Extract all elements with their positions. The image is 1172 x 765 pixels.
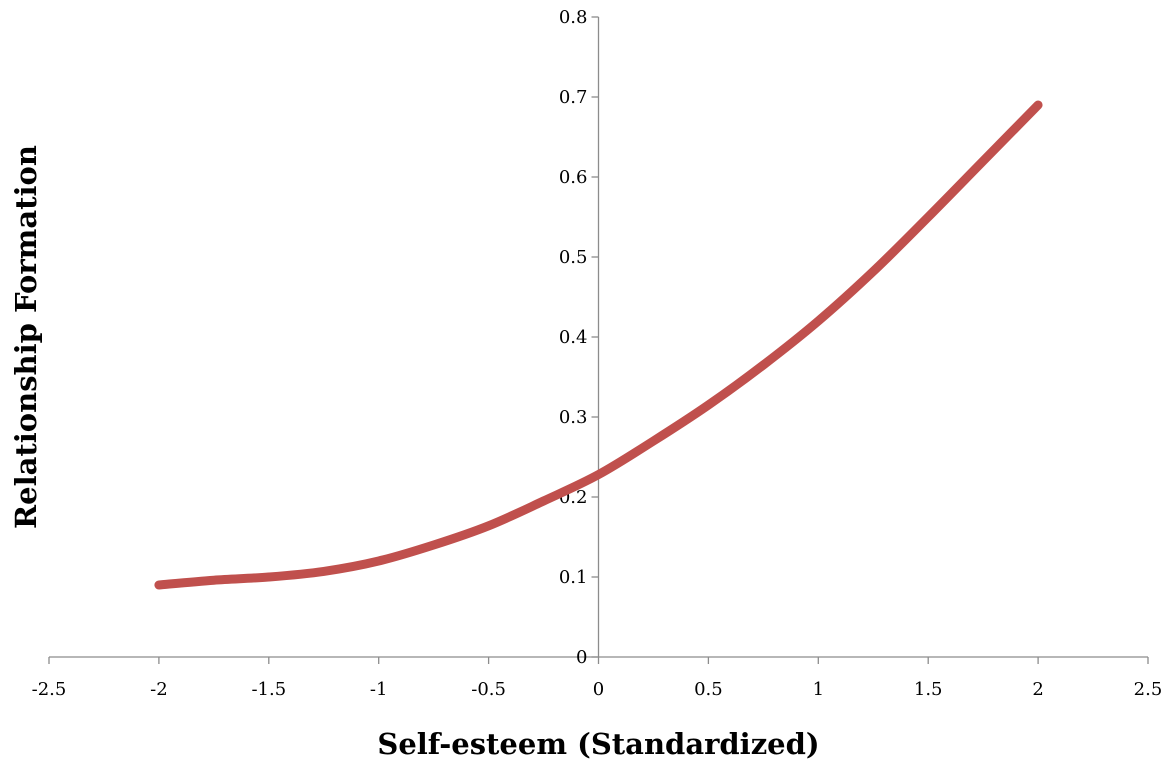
y-ticks: 00.10.20.30.40.50.60.70.8 [559,7,599,668]
y-tick-label: 0.7 [559,87,588,108]
x-tick-label: -0.5 [471,679,506,700]
series-line [154,100,1043,590]
x-axis-title: Self-esteem (Standardized) [377,727,819,761]
x-tick-label: 0 [593,679,604,700]
y-tick-label: 0.8 [559,7,588,28]
y-tick-label: 0.1 [559,567,588,588]
series [154,100,1043,590]
x-tick-label: 2 [1032,679,1043,700]
y-tick-label: 0.3 [559,407,588,428]
y-tick-label: 0.4 [559,327,588,348]
x-tick-label: -1 [370,679,388,700]
x-tick-label: 0.5 [694,679,723,700]
x-tick-label: -2.5 [32,679,67,700]
x-tick-label: 1.5 [914,679,943,700]
y-axis-title: Relationship Formation [9,145,43,529]
x-ticks: -2.5 -2 -1.5 -1 -0.5 0 0.5 1 1.5 2 2.5 [32,657,1163,700]
y-tick-label: 0.6 [559,167,588,188]
x-tick-label: -2 [150,679,168,700]
x-tick-label: -1.5 [251,679,286,700]
y-tick-label: 0 [576,647,587,668]
x-tick-label: 1 [813,679,824,700]
y-tick-label: 0.5 [559,247,588,268]
x-tick-label: 2.5 [1134,679,1163,700]
